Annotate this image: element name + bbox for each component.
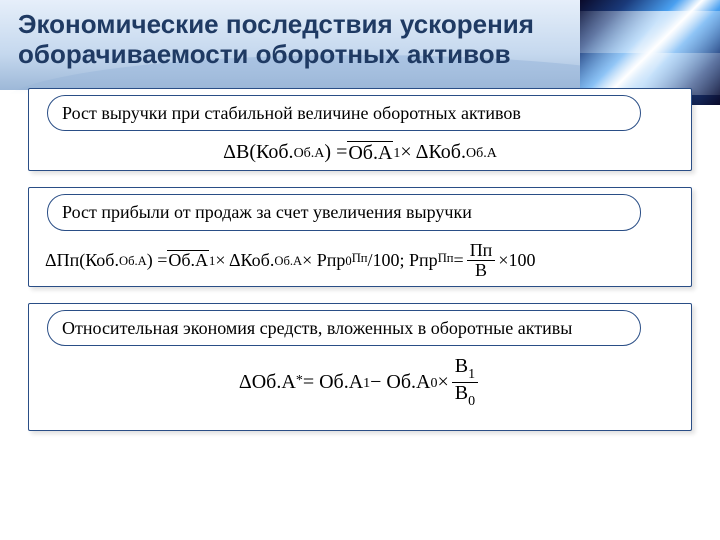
formula-2: ΔПп(Коб.Об.А) = Об.А1 × ΔКоб.Об.А × Рпр0… bbox=[39, 241, 681, 280]
f1-ov1: Об.А bbox=[348, 142, 392, 164]
f2-sup4: Пп bbox=[352, 251, 368, 266]
f2-s1: Об.А bbox=[119, 254, 147, 269]
f2-den: В bbox=[472, 261, 490, 280]
statement-2: Рост прибыли от продаж за счет увеличени… bbox=[47, 194, 641, 231]
f2-p1: ΔПп(Коб. bbox=[45, 250, 119, 271]
f2-p7: ×100 bbox=[498, 250, 535, 271]
f3-p2: = Об.А bbox=[303, 371, 363, 394]
slide-content: Рост выручки при стабильной величине обо… bbox=[0, 70, 720, 432]
f1-p3: × ΔКоб. bbox=[400, 141, 466, 164]
f3-p1: ΔОб.А bbox=[239, 371, 296, 394]
f2-p5: /100; Рпр bbox=[368, 250, 438, 271]
f1-p1: ΔВ(Коб. bbox=[223, 141, 293, 164]
f2-sup5: Пп bbox=[438, 251, 454, 266]
f2-p6: = bbox=[454, 250, 464, 271]
f1-p2: ) = bbox=[324, 141, 347, 164]
f3-den1: В bbox=[455, 382, 468, 404]
block-2: Рост прибыли от продаж за счет увеличени… bbox=[28, 187, 692, 286]
statement-1: Рост выручки при стабильной величине обо… bbox=[47, 95, 641, 132]
f2-s3: Об.А bbox=[274, 254, 302, 269]
f3-s2: 1 bbox=[363, 376, 370, 392]
f2-num: Пп bbox=[467, 241, 496, 261]
f3-den1s: 0 bbox=[468, 394, 475, 409]
f3-sup1: * bbox=[296, 373, 303, 389]
statement-3: Относительная экономия средств, вложенны… bbox=[47, 310, 641, 347]
f2-s2: 1 bbox=[209, 254, 215, 269]
f3-num1s: 1 bbox=[468, 367, 475, 382]
formula-3: ΔОб.А* = Об.А1 − Об.А0 × В1В0 bbox=[39, 356, 681, 408]
f3-p4: × bbox=[438, 371, 449, 394]
f2-p4: × Рпр bbox=[302, 250, 345, 271]
f2-frac: ПпВ bbox=[467, 241, 496, 280]
f3-num1: В bbox=[455, 355, 468, 377]
f1-s2: 1 bbox=[393, 146, 400, 162]
f1-s3: Об.А bbox=[466, 146, 497, 162]
formula-1: ΔВ(Коб.Об.А) = Об.А1 × ΔКоб.Об.А bbox=[39, 141, 681, 164]
f3-frac: В1В0 bbox=[452, 356, 478, 408]
f2-p2: ) = bbox=[147, 250, 168, 271]
f1-s1: Об.А bbox=[294, 146, 325, 162]
f3-s3: 0 bbox=[431, 376, 438, 392]
f2-p3: × ΔКоб. bbox=[215, 250, 274, 271]
block-3: Относительная экономия средств, вложенны… bbox=[28, 303, 692, 432]
f3-p3: − Об.А bbox=[370, 371, 430, 394]
f2-ov1: Об.А bbox=[168, 250, 208, 270]
block-1: Рост выручки при стабильной величине обо… bbox=[28, 88, 692, 172]
slide-title: Экономические последствия ускорения обор… bbox=[0, 0, 720, 70]
title-line-1: Экономические последствия ускорения bbox=[18, 9, 534, 39]
title-line-2: оборачиваемости оборотных активов bbox=[18, 39, 511, 69]
